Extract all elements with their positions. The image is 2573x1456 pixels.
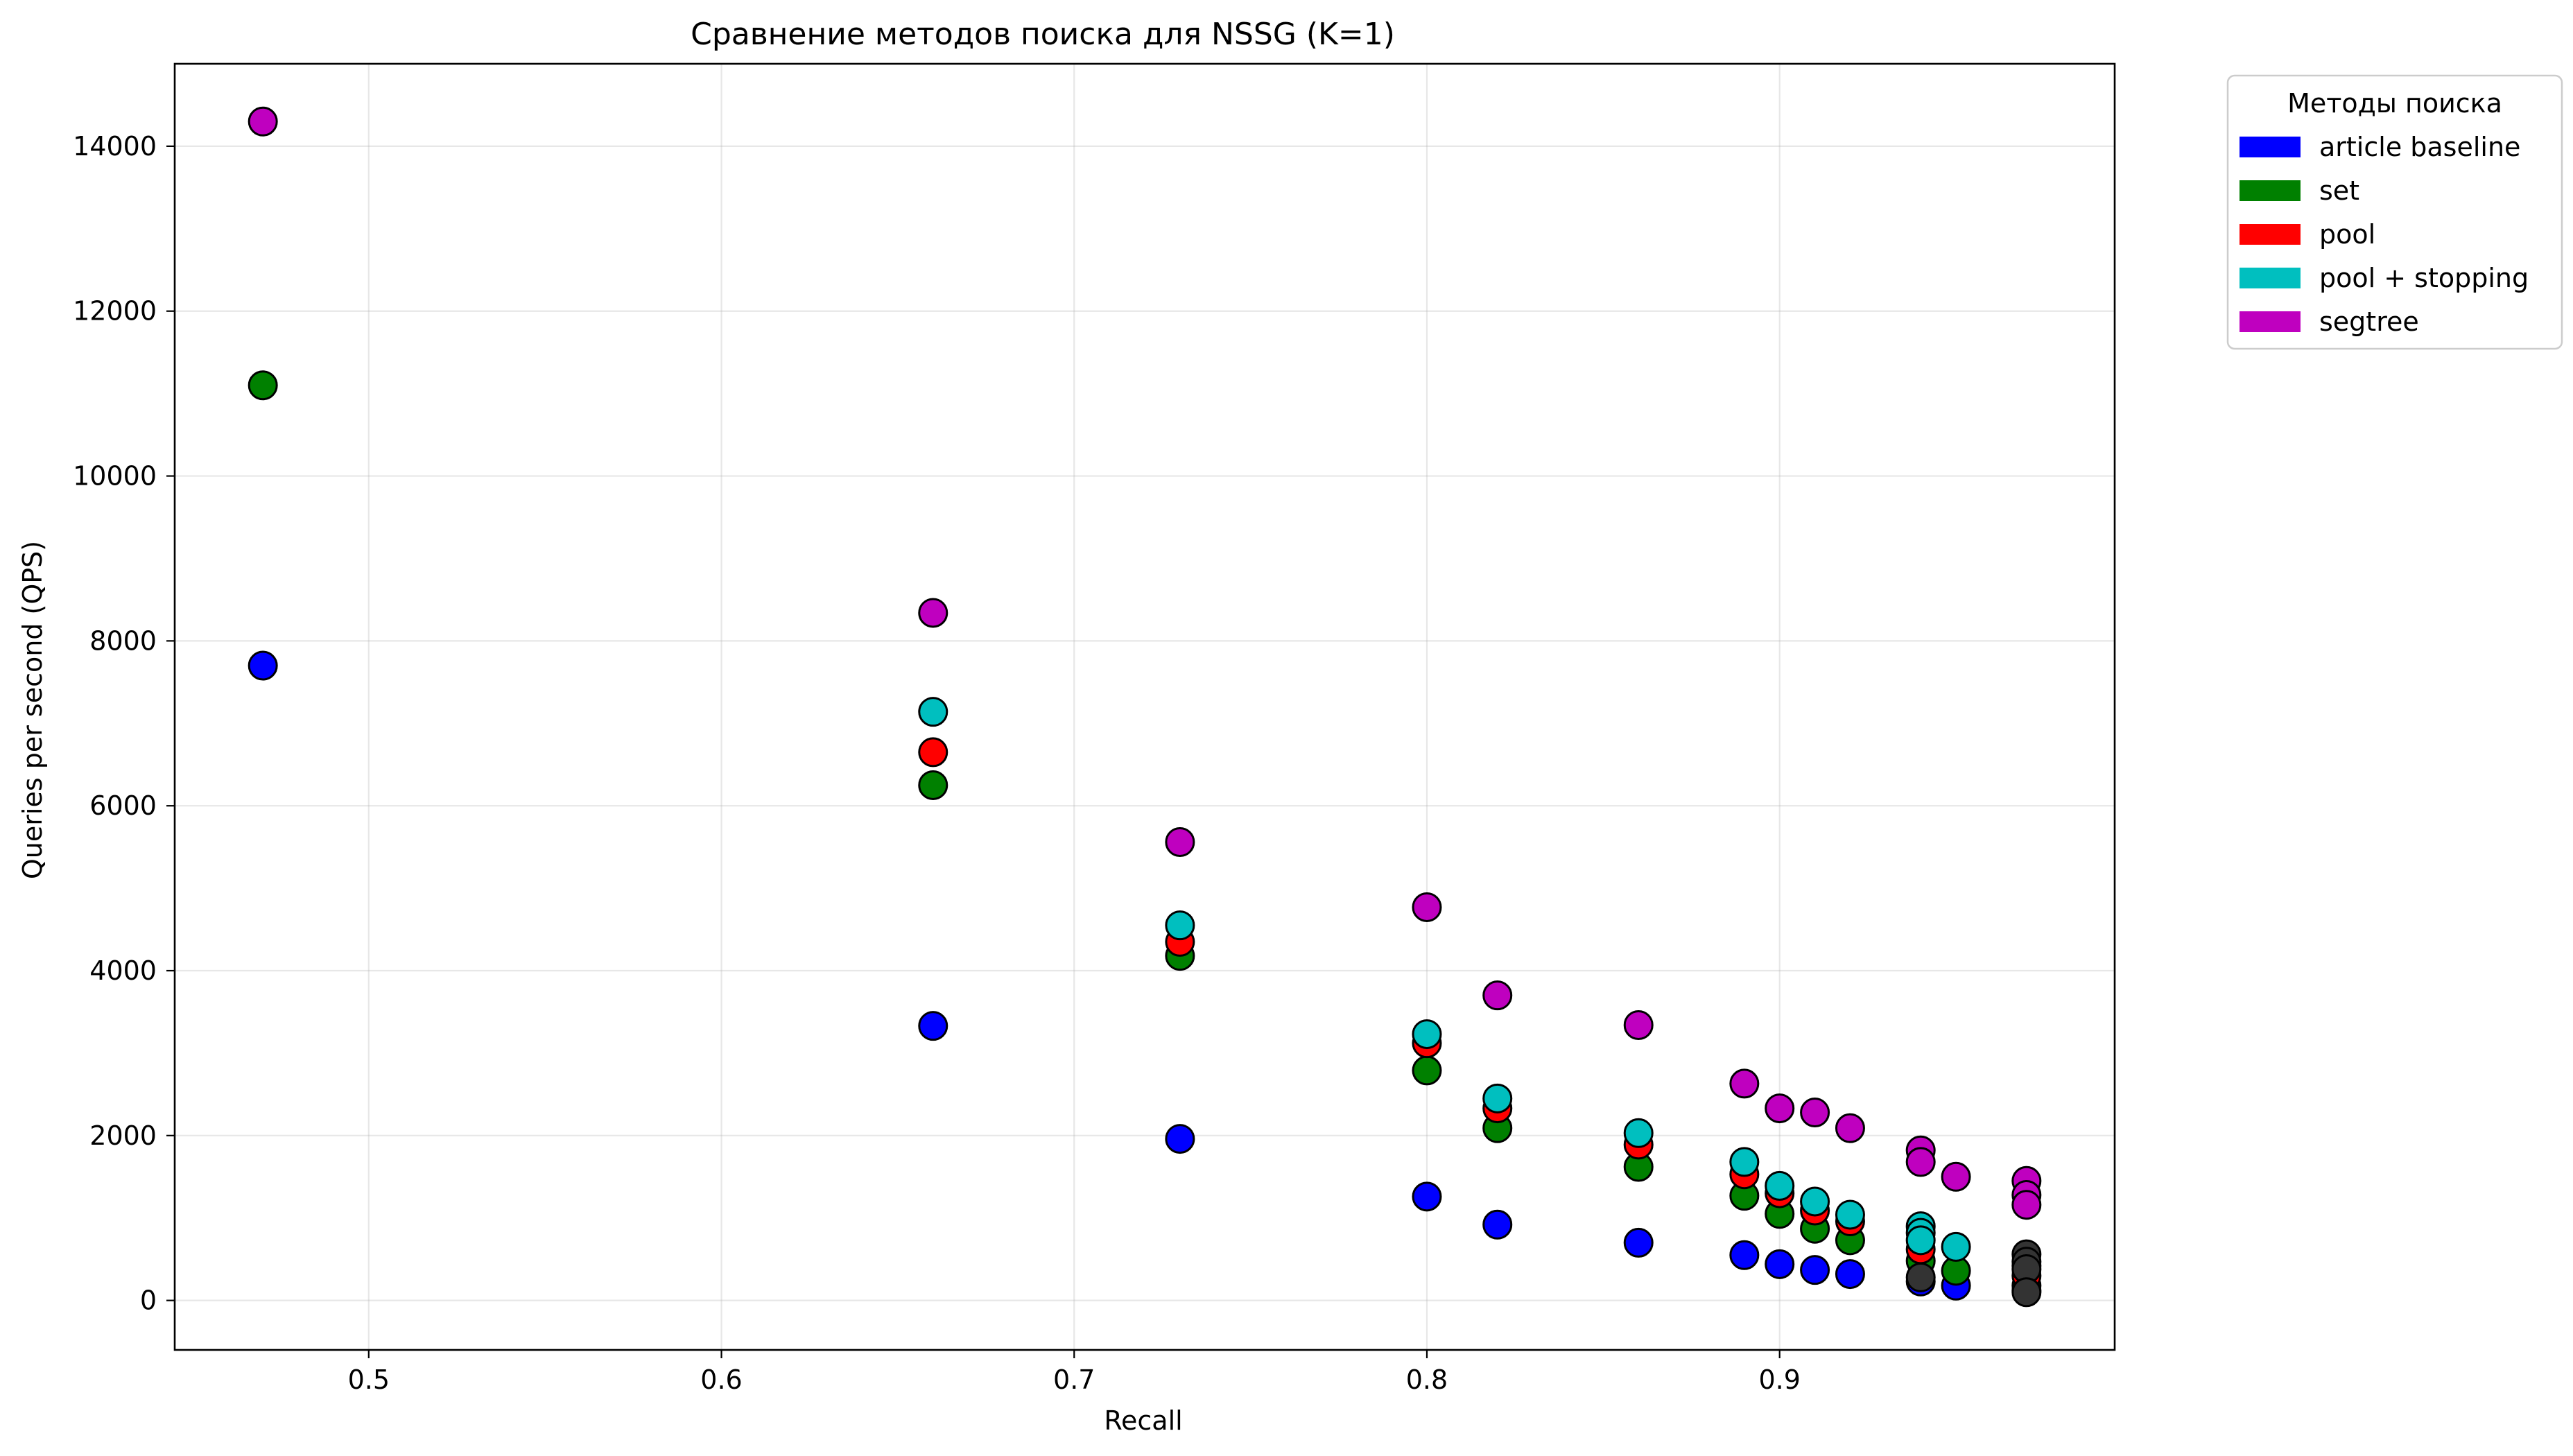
- y-tick-label: 8000: [89, 625, 157, 656]
- series-unlabeled: [1905, 1239, 2042, 1308]
- legend-swatch: [2240, 224, 2301, 245]
- data-point: [1165, 1124, 1195, 1154]
- data-point: [248, 370, 278, 401]
- x-tick-label: 0.6: [700, 1364, 742, 1395]
- legend-label: pool: [2319, 219, 2375, 250]
- data-point: [1765, 1170, 1795, 1201]
- data-point: [1482, 1083, 1513, 1113]
- data-point: [1800, 1098, 1830, 1128]
- legend-label: set: [2319, 175, 2359, 206]
- legend-swatch: [2240, 268, 2301, 288]
- data-point: [1165, 910, 1195, 941]
- data-point: [918, 598, 948, 628]
- x-tick-label: 0.7: [1053, 1364, 1095, 1395]
- data-point: [1482, 1209, 1513, 1240]
- scatter-points: [248, 106, 2042, 1308]
- legend-title: Методы поиска: [2287, 88, 2502, 119]
- y-tick-label: 12000: [73, 296, 157, 327]
- data-point: [1905, 1147, 1936, 1177]
- data-point: [1729, 1068, 1760, 1099]
- data-point: [1765, 1093, 1795, 1124]
- data-point: [1835, 1259, 1865, 1290]
- data-point: [1412, 1019, 1442, 1050]
- y-axis-label: Queries per second (QPS): [17, 541, 48, 879]
- x-tick-label: 0.9: [1758, 1364, 1800, 1395]
- data-point: [1835, 1199, 1865, 1230]
- data-point: [1800, 1255, 1830, 1285]
- data-point: [1412, 892, 1442, 922]
- data-point: [1729, 1240, 1760, 1270]
- data-point: [918, 770, 948, 800]
- legend-swatch: [2240, 180, 2301, 201]
- y-tick-label: 10000: [73, 461, 157, 492]
- legend-frame: [2226, 74, 2563, 350]
- y-tick-label: 0: [140, 1285, 157, 1316]
- y-tick-label: 4000: [89, 955, 157, 986]
- legend-swatch: [2240, 137, 2301, 157]
- data-point: [2011, 1277, 2042, 1308]
- y-tick-label: 2000: [89, 1120, 157, 1151]
- data-point: [1729, 1147, 1760, 1177]
- data-point: [918, 1011, 948, 1041]
- data-point: [1412, 1055, 1442, 1086]
- data-point: [1835, 1113, 1865, 1143]
- data-point: [1412, 1181, 1442, 1212]
- data-point: [1623, 1118, 1654, 1148]
- data-point: [1765, 1249, 1795, 1279]
- chart-title: Сравнение методов поиска для NSSG (K=1): [691, 17, 1395, 52]
- data-point: [1165, 827, 1195, 858]
- x-tick-label: 0.8: [1406, 1364, 1448, 1395]
- data-point: [918, 737, 948, 768]
- data-point: [1941, 1161, 1971, 1192]
- data-point: [1482, 980, 1513, 1011]
- data-point: [2011, 1190, 2042, 1220]
- x-axis-label: Recall: [1104, 1405, 1182, 1436]
- x-axis-ticks: 0.5 0.6 0.7 0.8 0.9: [348, 1350, 1801, 1395]
- series-segtree: [248, 106, 2042, 1220]
- legend: Методы поиска article baseline set pool poo…: [2226, 74, 2563, 350]
- data-point: [248, 106, 278, 137]
- data-point: [918, 697, 948, 727]
- data-point: [1905, 1262, 1936, 1292]
- plot-area-frame: [173, 62, 2116, 1351]
- y-axis-ticks: 0 2000 4000 6000 8000 10000 12000 14000: [73, 131, 175, 1316]
- legend-label: segtree: [2319, 306, 2419, 337]
- data-point: [1941, 1231, 1971, 1262]
- legend-label: article baseline: [2319, 132, 2520, 162]
- legend-label: pool + stopping: [2319, 263, 2529, 293]
- data-point: [1905, 1225, 1936, 1256]
- data-point: [248, 650, 278, 681]
- x-tick-label: 0.5: [348, 1364, 390, 1395]
- y-tick-label: 14000: [73, 131, 157, 162]
- data-point: [1623, 1227, 1654, 1258]
- y-tick-label: 6000: [89, 790, 157, 821]
- grid: [175, 64, 2115, 1350]
- legend-items: article baseline set pool pool + stopping se…: [2240, 132, 2529, 337]
- legend-swatch: [2240, 311, 2301, 332]
- data-point: [1800, 1186, 1830, 1217]
- data-point: [1623, 1009, 1654, 1040]
